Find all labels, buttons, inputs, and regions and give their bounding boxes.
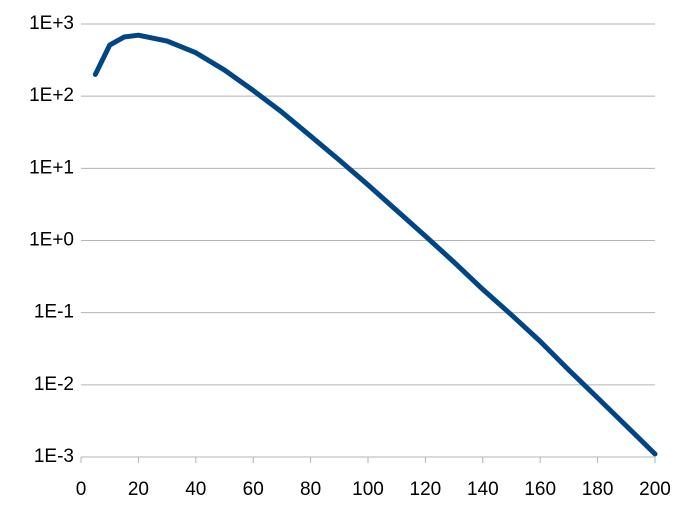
x-tick-label: 40 [185, 479, 206, 500]
y-tick-label: 1E+0 [29, 230, 74, 251]
x-tick-label: 180 [582, 479, 614, 500]
y-tick-label: 1E-1 [34, 302, 74, 323]
y-tick-label: 1E+2 [29, 85, 74, 106]
x-tick-label: 60 [243, 479, 264, 500]
x-tick-label: 0 [76, 479, 87, 500]
y-tick-label: 1E+3 [29, 13, 74, 34]
x-tick-label: 20 [128, 479, 149, 500]
x-tick-label: 120 [410, 479, 442, 500]
y-tick-label: 1E-2 [34, 374, 74, 395]
x-tick-label: 140 [467, 479, 499, 500]
x-tick-label: 80 [300, 479, 321, 500]
x-tick-label: 160 [524, 479, 556, 500]
y-tick-label: 1E-3 [34, 446, 74, 467]
x-tick-label: 100 [352, 479, 384, 500]
data-line [92, 32, 658, 457]
x-tick-label: 200 [639, 479, 671, 500]
y-tick-label: 1E+1 [29, 157, 74, 178]
